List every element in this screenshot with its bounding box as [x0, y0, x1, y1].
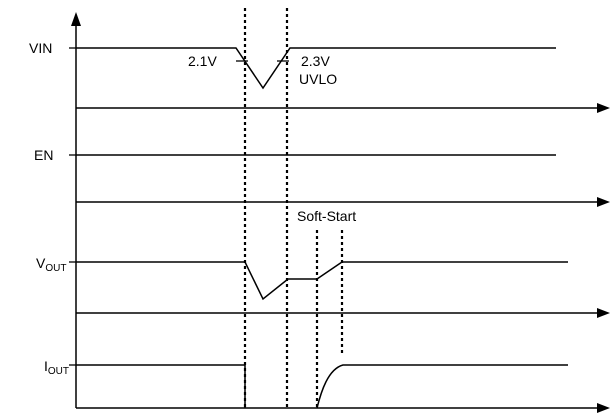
vin-waveform — [76, 47, 556, 90]
time-axis-vout-arrow — [597, 308, 610, 318]
time-axis-en-arrow — [597, 197, 610, 207]
iout-label-sub: OUT — [48, 366, 69, 377]
uvlo-label: UVLO — [299, 71, 337, 87]
soft-start-label: Soft-Start — [297, 208, 356, 224]
iout-waveform-softstart — [316, 364, 568, 409]
rising-threshold-label: 2.3V — [301, 53, 330, 69]
vout-waveform — [76, 261, 568, 301]
iout-label-main: I — [44, 358, 48, 374]
time-axis-iout-arrow — [597, 403, 610, 413]
vout-label-main: V — [36, 255, 46, 271]
en-label: EN — [34, 147, 53, 163]
vout-label: VOUT — [36, 255, 66, 274]
vin-label: VIN — [29, 40, 52, 56]
vertical-axis-arrow — [71, 12, 81, 26]
vout-label-sub: OUT — [45, 263, 66, 274]
falling-threshold-label: 2.1V — [188, 53, 217, 69]
iout-label: IOUT — [44, 358, 69, 377]
time-axis-vin-arrow — [597, 103, 610, 113]
